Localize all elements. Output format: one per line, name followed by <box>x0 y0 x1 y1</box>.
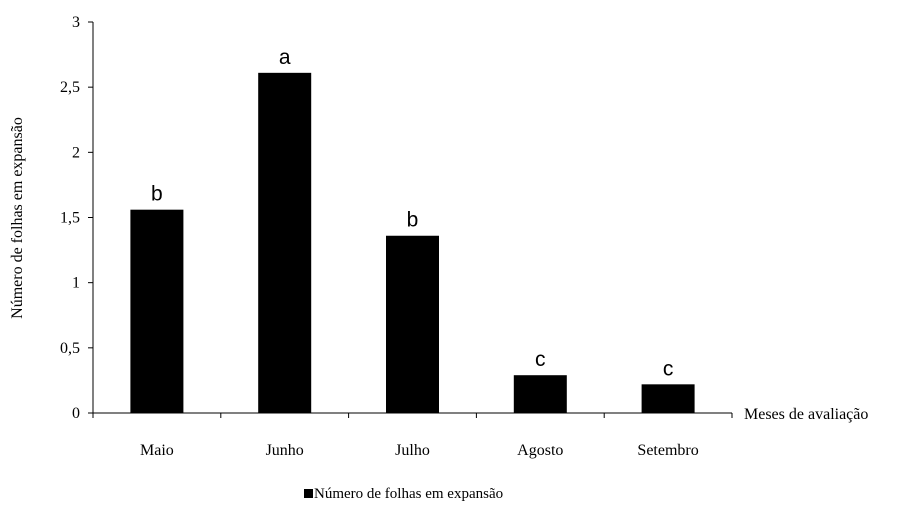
legend-label: Número de folhas em expansão <box>314 486 503 502</box>
bar <box>641 384 695 413</box>
bar <box>386 235 439 413</box>
x-axis-ticks <box>92 413 733 418</box>
y-tick-label: 2 <box>72 144 80 161</box>
y-tick-label: 0,5 <box>60 340 80 357</box>
bar-data-label: b <box>151 183 163 206</box>
y-tick-label: 2,5 <box>60 79 80 96</box>
y-tick-label: 0 <box>72 405 80 422</box>
y-tick-label: 1,5 <box>60 210 80 227</box>
y-tick-label: 3 <box>72 14 80 31</box>
x-axis-title: Meses de avaliação <box>744 406 868 423</box>
bar <box>513 375 567 413</box>
bar <box>130 209 184 413</box>
x-tick-label: Agosto <box>517 442 563 459</box>
bar <box>258 72 312 413</box>
legend: Número de folhas em expansão <box>304 486 503 502</box>
bar-data-label: b <box>407 209 419 232</box>
bar-data-label: c <box>663 357 674 380</box>
x-tick-label: Junho <box>266 442 304 459</box>
x-tick-label: Setembro <box>637 442 698 459</box>
bar-data-label: a <box>279 46 291 69</box>
bar-data-label: c <box>535 348 546 371</box>
plot-area: 0 0,5 1 1,5 2 2,5 3 b Maio a Junho b Julho c Agosto c S… <box>60 14 733 459</box>
legend-swatch <box>304 489 313 498</box>
y-axis-ticks: 0 0,5 1 1,5 2 2,5 3 <box>60 14 93 422</box>
bars: b Maio a Junho b Julho c Agosto c Setembro <box>130 46 699 459</box>
y-tick-label: 1 <box>72 275 80 292</box>
y-axis-title: Número de folhas em expansão <box>9 117 26 319</box>
x-tick-label: Julho <box>395 442 430 459</box>
x-tick-label: Maio <box>140 442 174 459</box>
